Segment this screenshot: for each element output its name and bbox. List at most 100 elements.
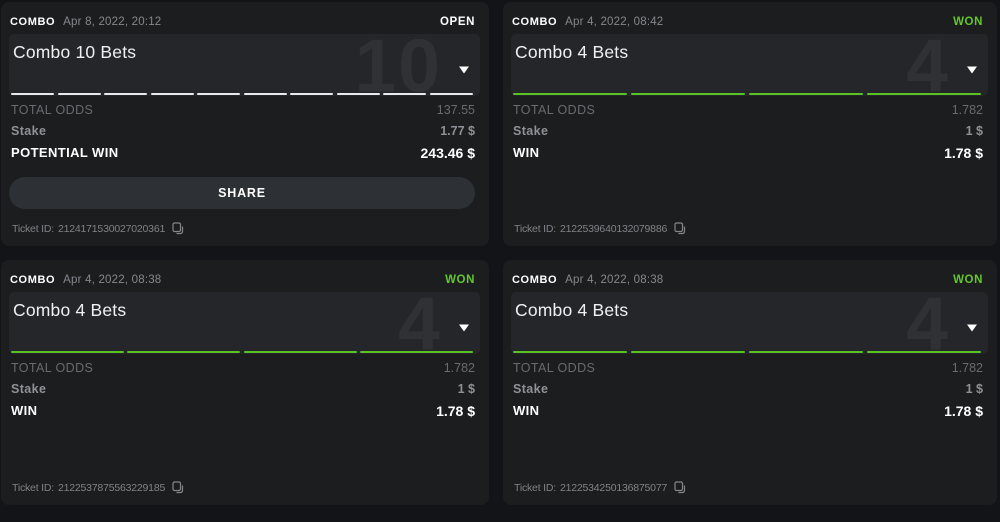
bet-type-label: COMBO xyxy=(10,16,56,28)
bet-progress-segment xyxy=(748,350,864,353)
bet-progress-segment xyxy=(197,92,241,95)
bet-progress-segment xyxy=(429,92,473,95)
copy-icon[interactable] xyxy=(674,481,686,494)
bet-values: TOTAL ODDS 1.782 Stake 1 $ WIN 1.78 $ xyxy=(11,357,475,422)
ticket-id-prefix: Ticket ID: xyxy=(12,222,54,235)
ticket-id-row: Ticket ID: 2124171530027020361 xyxy=(12,222,184,235)
bet-progress-segment xyxy=(127,350,241,353)
win-label: WIN xyxy=(11,403,38,419)
ticket-id-row: Ticket ID: 2122539640132079886 xyxy=(514,222,686,235)
win-row: WIN 1.78 $ xyxy=(513,142,983,164)
bet-summary-panel[interactable]: Combo 10 Bets 10 xyxy=(9,28,480,102)
bet-progress-segment xyxy=(513,92,628,95)
win-row: WIN 1.78 $ xyxy=(513,400,983,422)
bet-card-header: COMBO Apr 8, 2022, 20:12 OPEN xyxy=(1,2,489,28)
chevron-down-icon[interactable] xyxy=(967,324,977,332)
bet-date: Apr 4, 2022, 08:38 xyxy=(565,274,664,286)
chevron-down-icon[interactable] xyxy=(967,66,977,74)
total-odds-value: 1.782 xyxy=(443,360,475,375)
total-odds-row: TOTAL ODDS 137.55 xyxy=(11,99,475,121)
stake-value: 1 $ xyxy=(965,382,983,397)
bet-card-header: COMBO Apr 4, 2022, 08:38 WON xyxy=(503,260,997,286)
win-label: WIN xyxy=(513,403,540,419)
ticket-id-prefix: Ticket ID: xyxy=(514,222,556,235)
stake-value: 1 $ xyxy=(457,382,475,397)
bet-summary-panel[interactable]: Combo 4 Bets 4 xyxy=(511,286,988,360)
bet-type-label: COMBO xyxy=(512,16,558,28)
bet-progress-segment xyxy=(630,350,746,353)
copy-icon[interactable] xyxy=(172,481,184,494)
bet-values: TOTAL ODDS 1.782 Stake 1 $ WIN 1.78 $ xyxy=(513,99,983,164)
bet-date: Apr 4, 2022, 08:42 xyxy=(565,16,664,28)
ticket-id-value: 2124171530027020361 xyxy=(57,222,166,235)
ticket-id-value: 2122539640132079886 xyxy=(559,222,668,235)
total-odds-label: TOTAL ODDS xyxy=(513,102,596,117)
bet-progress-segment xyxy=(57,92,101,95)
bet-progress-segment xyxy=(150,92,194,95)
bet-date: Apr 8, 2022, 20:12 xyxy=(63,16,162,28)
stake-value: 1.77 $ xyxy=(440,124,475,139)
chevron-down-icon[interactable] xyxy=(459,324,469,332)
bet-title: Combo 4 Bets xyxy=(515,42,629,62)
total-odds-value: 137.55 xyxy=(436,102,475,117)
total-odds-row: TOTAL ODDS 1.782 xyxy=(513,357,983,379)
ticket-id-prefix: Ticket ID: xyxy=(12,481,54,494)
bet-progress-segment xyxy=(243,350,357,353)
bet-values: TOTAL ODDS 137.55 Stake 1.77 $ POTENTIAL… xyxy=(11,99,475,164)
bet-count-watermark: 4 xyxy=(398,281,442,366)
total-odds-row: TOTAL ODDS 1.782 xyxy=(513,99,983,121)
stake-value: 1 $ xyxy=(965,124,983,139)
win-row: WIN 1.78 $ xyxy=(11,400,475,422)
ticket-id-value: 2122534250136875077 xyxy=(559,481,668,494)
stake-label: Stake xyxy=(11,124,47,139)
win-value: 1.78 $ xyxy=(944,144,983,161)
bet-progress-segment xyxy=(104,92,148,95)
win-value: 243.46 $ xyxy=(420,144,476,161)
bet-progress-segment xyxy=(630,92,746,95)
bet-progress-bar xyxy=(513,92,981,95)
win-value: 1.78 $ xyxy=(944,402,983,419)
bet-title: Combo 4 Bets xyxy=(13,300,127,320)
bet-type-label: COMBO xyxy=(512,274,558,286)
stake-label: Stake xyxy=(11,382,47,397)
bet-card-header: COMBO Apr 4, 2022, 08:42 WON xyxy=(503,2,997,28)
status-badge: WON xyxy=(445,274,475,286)
bet-card: COMBO Apr 4, 2022, 08:38 WON Combo 4 Bet… xyxy=(1,260,489,505)
status-badge: WON xyxy=(953,16,983,28)
bet-card: COMBO Apr 8, 2022, 20:12 OPEN Combo 10 B… xyxy=(1,2,489,246)
bet-summary-panel[interactable]: Combo 4 Bets 4 xyxy=(511,28,988,102)
win-label: POTENTIAL WIN xyxy=(11,145,119,161)
chevron-down-icon[interactable] xyxy=(459,66,469,74)
win-row: POTENTIAL WIN 243.46 $ xyxy=(11,142,475,164)
stake-row: Stake 1 $ xyxy=(513,379,983,401)
bet-values: TOTAL ODDS 1.782 Stake 1 $ WIN 1.78 $ xyxy=(513,357,983,422)
bet-progress-segment xyxy=(866,92,981,95)
total-odds-label: TOTAL ODDS xyxy=(11,360,94,375)
bet-progress-segment xyxy=(11,350,124,353)
bet-progress-segment xyxy=(748,92,864,95)
copy-icon[interactable] xyxy=(172,222,184,235)
total-odds-value: 1.782 xyxy=(951,102,983,117)
bet-progress-segment xyxy=(360,350,473,353)
bet-card: COMBO Apr 4, 2022, 08:42 WON Combo 4 Bet… xyxy=(503,2,997,246)
copy-icon[interactable] xyxy=(674,222,686,235)
share-button[interactable]: SHARE xyxy=(9,176,475,209)
stake-row: Stake 1.77 $ xyxy=(11,121,475,143)
bet-progress-bar xyxy=(11,350,473,353)
total-odds-label: TOTAL ODDS xyxy=(513,360,596,375)
status-badge: OPEN xyxy=(440,16,475,28)
bet-count-watermark: 4 xyxy=(906,23,950,108)
bet-type-label: COMBO xyxy=(10,274,56,286)
bet-card: COMBO Apr 4, 2022, 08:38 WON Combo 4 Bet… xyxy=(503,260,997,505)
bet-summary-panel[interactable]: Combo 4 Bets 4 xyxy=(9,286,480,360)
bet-progress-segment xyxy=(290,92,334,95)
win-value: 1.78 $ xyxy=(436,402,475,419)
bet-progress-segment xyxy=(243,92,287,95)
bet-title: Combo 10 Bets xyxy=(13,42,137,62)
bet-card-header: COMBO Apr 4, 2022, 08:38 WON xyxy=(1,260,489,286)
stake-row: Stake 1 $ xyxy=(513,121,983,143)
ticket-id-value: 2122537875563229185 xyxy=(57,481,166,494)
bet-cards-grid: COMBO Apr 8, 2022, 20:12 OPEN Combo 10 B… xyxy=(1,2,997,505)
bet-progress-bar xyxy=(513,350,981,353)
bet-progress-segment xyxy=(11,92,55,95)
